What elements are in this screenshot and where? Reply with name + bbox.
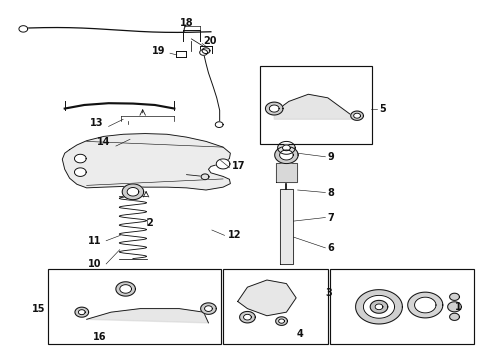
Polygon shape: [238, 280, 296, 316]
Polygon shape: [370, 300, 388, 313]
Polygon shape: [122, 184, 144, 200]
Text: 1: 1: [455, 302, 462, 312]
Polygon shape: [216, 159, 230, 169]
Polygon shape: [127, 188, 139, 196]
Polygon shape: [354, 113, 361, 118]
Text: 18: 18: [180, 18, 194, 28]
Polygon shape: [244, 314, 251, 320]
Text: 12: 12: [228, 230, 242, 240]
Text: 16: 16: [93, 332, 106, 342]
Polygon shape: [280, 150, 293, 160]
Bar: [223, 269, 328, 344]
Polygon shape: [74, 154, 86, 163]
Polygon shape: [450, 293, 460, 300]
Polygon shape: [276, 317, 288, 325]
Polygon shape: [375, 304, 383, 310]
Polygon shape: [74, 168, 86, 176]
Text: 11: 11: [88, 236, 101, 246]
Bar: [330, 269, 474, 344]
Text: 20: 20: [203, 36, 217, 46]
Polygon shape: [274, 94, 357, 119]
Polygon shape: [201, 174, 209, 180]
Polygon shape: [116, 282, 135, 296]
Polygon shape: [356, 290, 402, 324]
Text: 4: 4: [296, 329, 303, 339]
Polygon shape: [280, 189, 293, 264]
Polygon shape: [415, 297, 436, 313]
Polygon shape: [75, 307, 89, 317]
Polygon shape: [408, 292, 443, 318]
Polygon shape: [202, 48, 210, 54]
Bar: [260, 66, 372, 144]
Polygon shape: [364, 296, 394, 318]
Text: 10: 10: [88, 259, 101, 269]
Polygon shape: [78, 310, 85, 315]
Text: 19: 19: [152, 46, 166, 57]
Text: 2: 2: [147, 218, 153, 228]
Bar: [48, 269, 220, 344]
Text: 13: 13: [90, 118, 104, 128]
Text: 3: 3: [325, 288, 332, 297]
Text: 7: 7: [328, 212, 335, 222]
Polygon shape: [120, 285, 131, 293]
Polygon shape: [351, 111, 364, 120]
Text: 15: 15: [32, 303, 45, 314]
Polygon shape: [62, 134, 230, 190]
Polygon shape: [266, 102, 283, 115]
Text: 6: 6: [328, 243, 335, 253]
Text: 9: 9: [328, 152, 335, 162]
Polygon shape: [270, 105, 279, 112]
Polygon shape: [240, 311, 255, 323]
Polygon shape: [278, 141, 295, 154]
Polygon shape: [448, 302, 461, 312]
Text: 17: 17: [232, 161, 245, 171]
Polygon shape: [19, 26, 28, 32]
Polygon shape: [283, 145, 290, 151]
Polygon shape: [279, 319, 285, 323]
Polygon shape: [275, 147, 298, 163]
Polygon shape: [201, 303, 216, 314]
Polygon shape: [215, 122, 223, 127]
Polygon shape: [450, 313, 460, 320]
Polygon shape: [276, 163, 297, 182]
Polygon shape: [87, 309, 208, 323]
Polygon shape: [200, 50, 207, 55]
Text: 5: 5: [379, 104, 386, 113]
Polygon shape: [204, 306, 212, 311]
Text: 8: 8: [328, 188, 335, 198]
Text: 14: 14: [97, 138, 110, 148]
